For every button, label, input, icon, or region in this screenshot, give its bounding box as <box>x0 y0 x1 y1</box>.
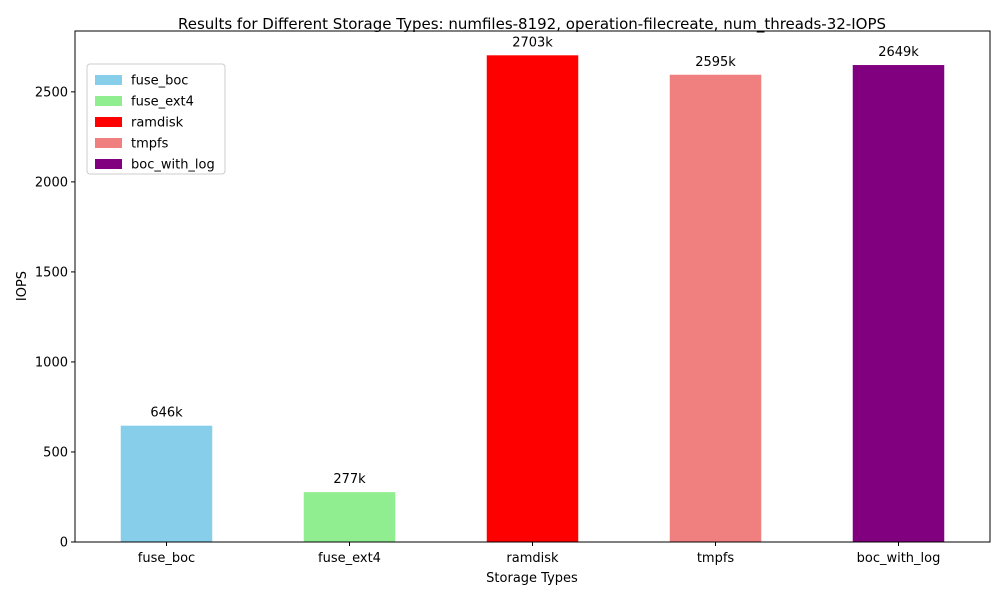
legend-swatch-boc_with_log <box>95 159 122 169</box>
data-labels-group: 646k 277k 2703k 2595k 2649k <box>150 35 919 487</box>
legend-label-boc_with_log: boc_with_log <box>131 158 215 173</box>
legend-swatch-fuse_boc <box>95 75 122 85</box>
x-axis: fuse_boc fuse_ext4 ramdisk tmpfs boc_with_lo… <box>138 542 941 566</box>
bar-tmpfs <box>669 74 762 543</box>
legend-swatch-ramdisk <box>95 117 122 127</box>
y-axis-label: IOPS <box>15 271 30 301</box>
x-tick-label-fuse_boc: fuse_boc <box>138 551 195 566</box>
legend-label-fuse_boc: fuse_boc <box>131 74 188 89</box>
bar-fuse_ext4 <box>303 492 396 542</box>
x-tick-label-tmpfs: tmpfs <box>697 551 735 566</box>
legend-label-ramdisk: ramdisk <box>131 116 184 131</box>
data-label-fuse_ext4: 277k <box>333 472 366 487</box>
x-axis-label: Storage Types <box>486 571 578 586</box>
x-tick-label-fuse_ext4: fuse_ext4 <box>318 551 381 566</box>
data-label-ramdisk: 2703k <box>512 35 553 50</box>
data-label-boc_with_log: 2649k <box>878 45 919 60</box>
legend-label-tmpfs: tmpfs <box>131 137 169 152</box>
y-tick-label: 0 <box>60 536 68 551</box>
bar-boc_with_log <box>852 65 945 543</box>
bar-ramdisk <box>486 55 579 542</box>
chart-title: Results for Different Storage Types: num… <box>178 15 886 34</box>
bars-group <box>120 55 945 543</box>
y-tick-label: 1500 <box>35 265 68 280</box>
x-tick-label-ramdisk: ramdisk <box>506 551 559 566</box>
bar-fuse_boc <box>120 425 213 542</box>
y-tick-label: 500 <box>43 445 68 460</box>
legend-swatch-fuse_ext4 <box>95 96 122 106</box>
data-label-tmpfs: 2595k <box>695 55 736 70</box>
y-tick-label: 1000 <box>35 355 68 370</box>
y-tick-label: 2000 <box>35 175 68 190</box>
legend-label-fuse_ext4: fuse_ext4 <box>131 95 194 110</box>
data-label-fuse_boc: 646k <box>150 406 183 421</box>
legend-swatch-tmpfs <box>95 138 122 148</box>
y-axis: 0 500 1000 1500 2000 2500 <box>35 85 75 551</box>
y-tick-label: 2500 <box>35 85 68 100</box>
x-tick-label-boc_with_log: boc_with_log <box>857 551 941 566</box>
plot-frame <box>74 30 991 543</box>
